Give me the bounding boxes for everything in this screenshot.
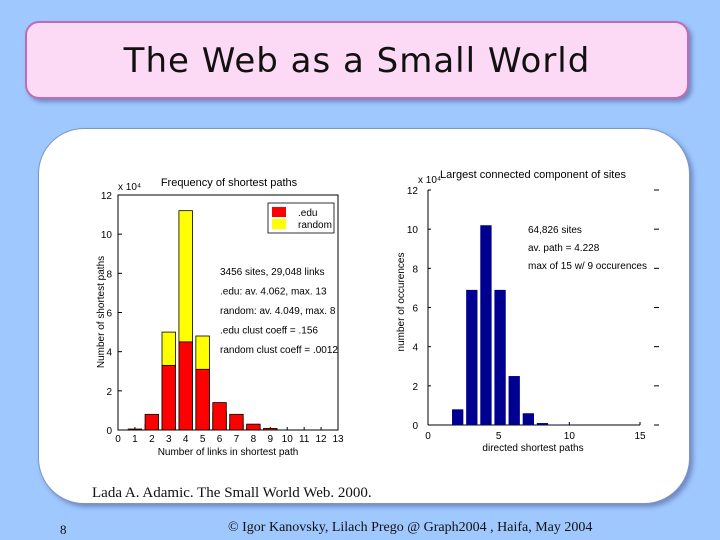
chart2-bar [494,289,506,425]
chart1-x-tick-label: 5 [200,434,206,445]
chart1-bar-edu [144,413,160,431]
chart1-scale-label: x 10⁴ [118,182,141,193]
chart2-bar [452,409,464,425]
chart2-y-tick-label: 12 [407,186,419,197]
chart1-y-tick-label: 4 [106,348,112,359]
chart1-x-tick-label: 2 [149,434,155,445]
chart2-y-tick-label: 10 [407,225,419,236]
chart1-legend-label-edu: .edu [298,208,317,219]
citation: Lada A. Adamic. The Small World Web. 200… [92,485,372,501]
chart1-x-tick-label: 1 [132,434,138,445]
chart1-y-tick-label: 6 [106,309,112,320]
chart1-x-tick-label: 6 [217,434,223,445]
figure-panel [38,128,690,504]
chart2-bar [522,413,534,425]
chart1-y-tick-label: 12 [101,191,113,202]
chart2-y-tick-label: 4 [412,343,418,354]
chart1-bar-edu [161,364,176,431]
chart2-y-tick-label: 6 [412,304,418,315]
chart1-y-tick-label: 0 [106,426,112,437]
chart1-bar-edu [263,428,278,431]
chart1-x-tick-label: 7 [234,434,240,445]
chart1-bar-edu [195,368,210,431]
title-box: The Web as a Small World [25,21,689,99]
chart1-legend-swatch-edu [272,207,286,217]
chart1-y-tick-label: 8 [106,269,112,280]
chart1-x-tick-label: 11 [299,434,310,445]
chart1-annotation: .edu: av. 4.062, max. 13 [220,287,327,298]
slide-title: The Web as a Small World [123,41,591,81]
chart1-bar-edu [178,341,193,431]
chart1-x-tick-label: 0 [115,434,121,445]
chart2-bar [508,376,520,425]
chart2-y-tick-label: 8 [412,264,418,275]
chart1-bar-edu [212,402,227,431]
chart1-x-tick-label: 3 [166,434,172,445]
chart1-annotation: .edu clust coeff = .156 [220,326,318,337]
chart2-annotation: av. path = 4.228 [528,243,600,254]
chart1-x-tick-label: 4 [183,434,189,445]
footer-credit: © Igor Kanovsky, Lilach Prego @ Graph200… [228,520,593,535]
chart1-x-tick-label: 9 [268,434,274,445]
chart2-annotation: max of 15 w/ 9 occurences [528,261,647,272]
chart1-xlabel: Number of links in shortest path [158,447,299,458]
chart2-x-tick-label: 5 [496,431,502,442]
chart1-title: Frequency of shortest paths [161,177,298,189]
chart1-legend-label-random: random [298,220,332,231]
page-number: 8 [60,522,67,537]
chart2-bar [480,225,492,425]
chart2-x-tick-label: 10 [564,431,576,442]
chart2-x-tick-label: 15 [634,431,646,442]
chart2-x-tick-label: 0 [425,431,431,442]
chart2-ylabel: number of occurences [396,253,407,352]
chart1-annotation: random clust coeff = .0012 [220,345,338,356]
chart1-legend-swatch-random [272,219,286,229]
chart1-y-tick-label: 2 [106,387,112,398]
chart2-annotation: 64,826 sites [528,225,582,236]
chart1-x-tick-label: 8 [251,434,257,445]
chart2-title: Largest connected component of sites [440,169,626,181]
chart1-bar-edu [246,423,261,431]
chart1-annotation: random: av. 4.049, max. 8 [220,306,336,317]
chart2-bar [466,289,478,425]
chart1-bar-edu [229,413,244,431]
chart1-x-tick-label: 13 [332,434,344,445]
chart2-y-tick-label: 0 [412,421,418,432]
chart2-y-tick-label: 2 [412,382,418,393]
chart1-bar-edu [127,428,143,431]
chart1-x-tick-label: 10 [282,434,294,445]
chart2-xlabel: directed shortest paths [482,443,583,454]
chart2-scale-label: x 10⁴ [418,175,441,186]
chart1-y-tick-label: 10 [101,230,113,241]
chart1-annotation: 3456 sites, 29,048 links [220,267,325,278]
chart1-x-tick-label: 12 [316,434,328,445]
chart2-bar [536,423,549,425]
chart1-ylabel: Number of shortest paths [96,256,107,368]
